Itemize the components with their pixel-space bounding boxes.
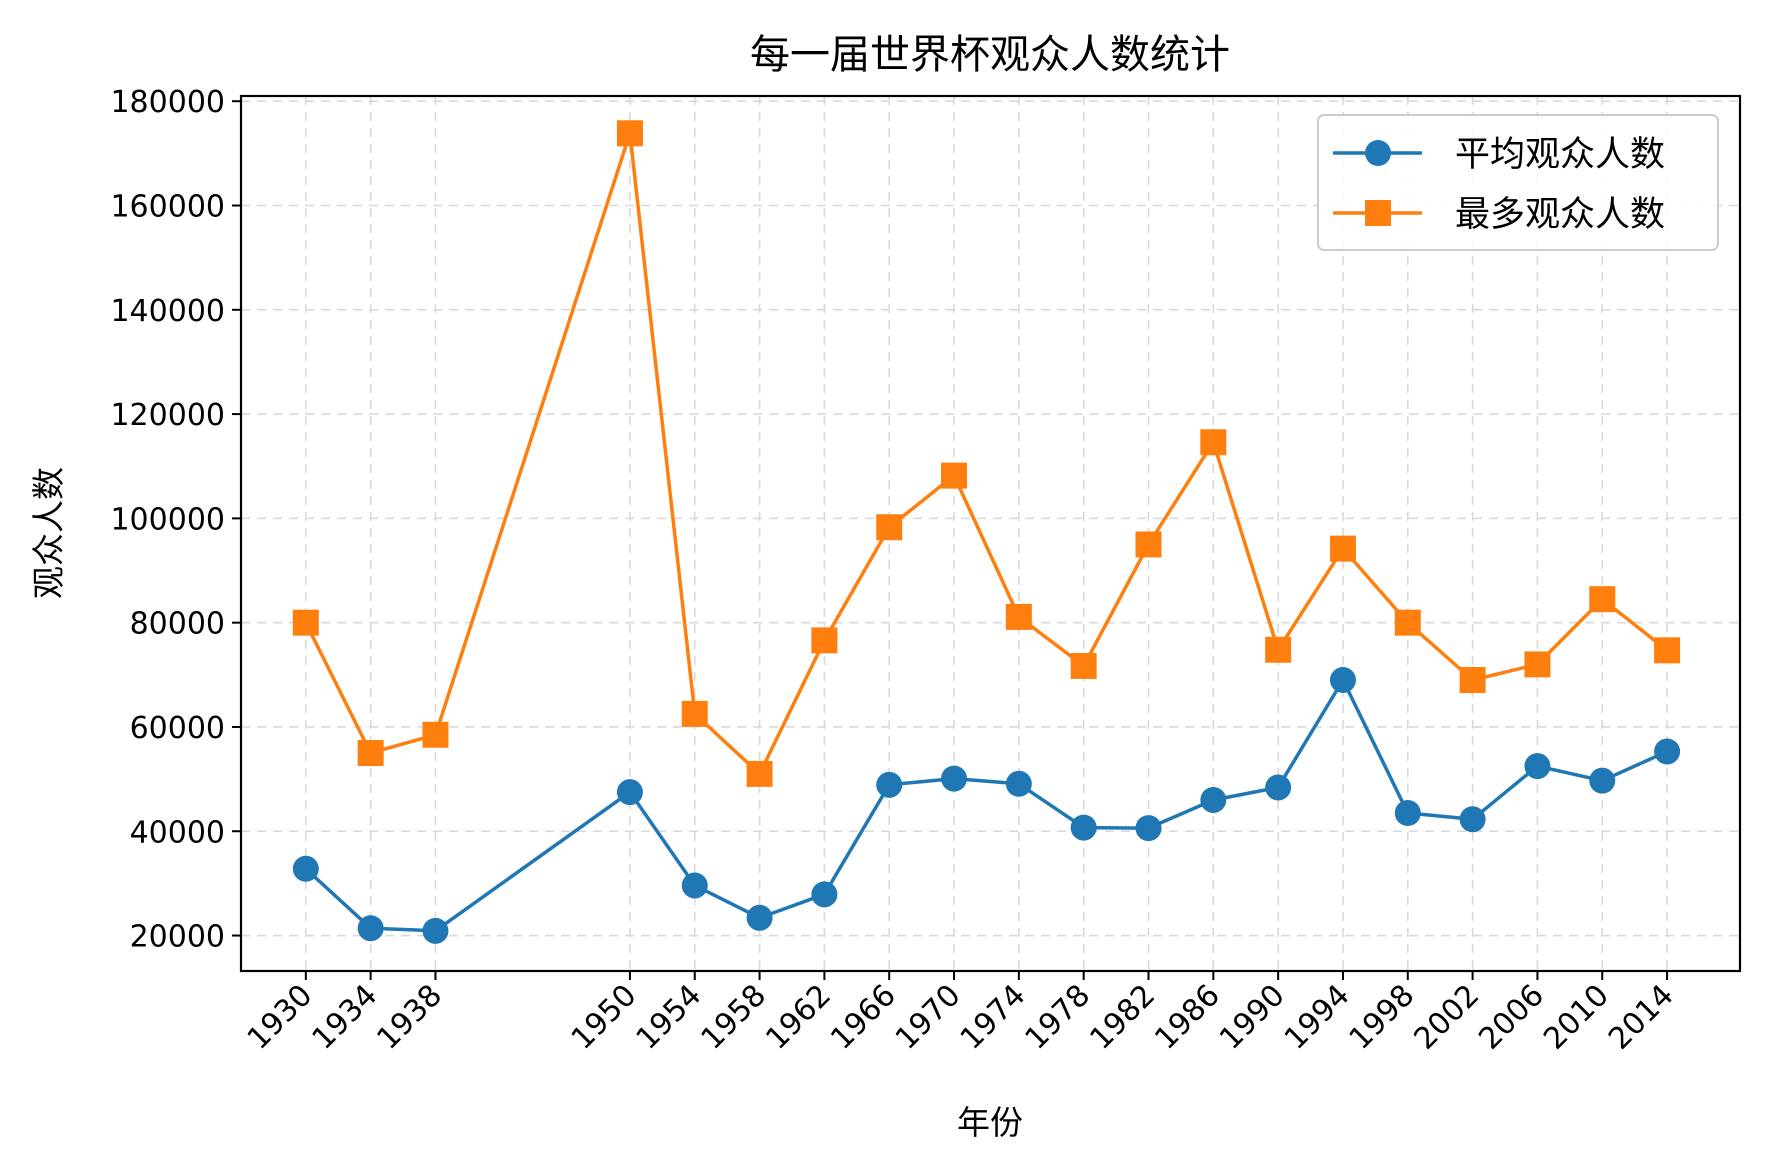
data-point [1329, 535, 1356, 562]
data-point [941, 462, 968, 489]
x-tick-label: 1938 [370, 978, 449, 1057]
x-tick-label: 1958 [694, 978, 773, 1057]
x-tick-label: 1978 [1019, 978, 1098, 1057]
data-point [1200, 429, 1227, 456]
data-point [292, 855, 319, 882]
data-point [422, 721, 449, 748]
y-tick-label: 60000 [130, 711, 225, 746]
data-point [292, 609, 319, 636]
data-point [422, 917, 449, 944]
series-average [292, 667, 1681, 944]
y-tick-label: 20000 [130, 920, 225, 955]
chart-title: 每一届世界杯观众人数统计 [750, 32, 1230, 78]
x-tick-label: 1966 [824, 978, 903, 1057]
data-point [746, 760, 773, 787]
data-point [1459, 806, 1486, 833]
x-axis-title: 年份 [957, 1103, 1023, 1142]
data-point [1589, 767, 1616, 794]
data-point [1394, 799, 1421, 826]
x-tick-label: 1962 [759, 978, 838, 1057]
data-point [876, 514, 903, 541]
legend: 平均观众人数 最多观众人数 [1317, 114, 1719, 251]
x-tick-label: 2002 [1408, 978, 1487, 1057]
series-line [304, 678, 1668, 933]
legend-label-average: 平均观众人数 [1455, 135, 1665, 175]
y-tick-label: 120000 [110, 398, 225, 433]
legend-label-max: 最多观众人数 [1455, 195, 1665, 235]
data-point [811, 627, 838, 654]
data-point [1005, 603, 1032, 630]
x-tick-label: 1954 [630, 978, 709, 1057]
data-point [681, 872, 708, 899]
data-point [1654, 637, 1681, 664]
data-point [1265, 774, 1292, 801]
legend-marker-max [1365, 200, 1391, 226]
data-point [1654, 738, 1681, 765]
data-point [1524, 651, 1551, 678]
x-tick-label: 2010 [1537, 978, 1616, 1057]
series-group [292, 120, 1681, 944]
x-tick-label: 1986 [1148, 978, 1227, 1057]
data-point [941, 765, 968, 792]
legend-marker-average [1365, 140, 1391, 166]
data-point [1070, 814, 1097, 841]
data-point [1135, 815, 1162, 842]
data-point [616, 120, 643, 147]
data-point [1200, 786, 1227, 813]
x-tick-label: 1982 [1083, 978, 1162, 1057]
data-point [1524, 753, 1551, 780]
data-point [1329, 667, 1356, 694]
series-max [292, 120, 1681, 787]
data-point [357, 740, 384, 767]
y-axis-title: 观众人数 [29, 467, 68, 599]
x-tick-label: 1994 [1278, 978, 1357, 1057]
x-tick-label: 1934 [306, 978, 385, 1057]
y-tick-label: 160000 [110, 190, 225, 225]
x-tick-label: 1998 [1343, 978, 1422, 1057]
legend-box [1317, 114, 1719, 251]
data-point [616, 779, 643, 806]
data-point [681, 700, 708, 727]
plot-frame [239, 94, 1742, 973]
y-tick-label: 40000 [130, 815, 225, 850]
data-point [1265, 636, 1292, 663]
data-point [1394, 609, 1421, 636]
data-point [811, 881, 838, 908]
data-point [1135, 531, 1162, 558]
x-tick-label: 2014 [1602, 978, 1681, 1057]
x-tick-label: 1930 [241, 978, 320, 1057]
data-point [876, 771, 903, 798]
x-tick-label: 1970 [889, 978, 968, 1057]
data-point [1005, 770, 1032, 797]
y-tick-label: 180000 [110, 85, 225, 120]
y-tick-label: 140000 [110, 294, 225, 329]
y-tick-label: 100000 [110, 502, 225, 537]
data-point [357, 915, 384, 942]
x-tick-label: 2006 [1472, 978, 1551, 1057]
data-point [1589, 586, 1616, 613]
x-tick-label: 1950 [565, 978, 644, 1057]
y-tick-label: 80000 [130, 607, 225, 642]
x-tick-label: 1974 [954, 978, 1033, 1057]
data-point [1070, 652, 1097, 679]
data-point [746, 904, 773, 931]
data-point [1459, 667, 1486, 694]
x-tick-label: 1990 [1213, 978, 1292, 1057]
